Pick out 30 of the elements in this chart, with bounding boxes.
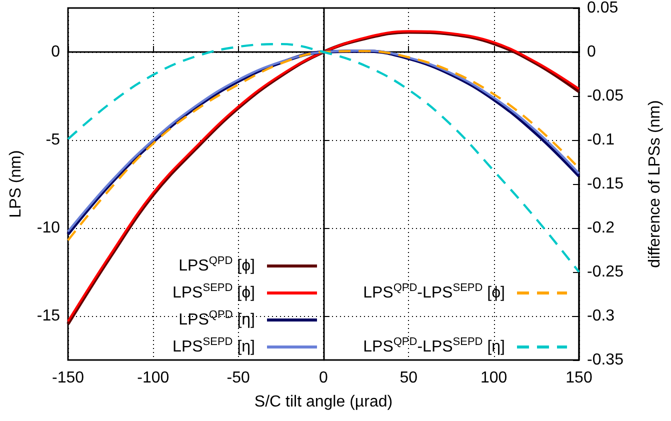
legend-label: LPS$^{QPD}$-LPS$^{SEPD}$ [ϕ] <box>363 282 505 303</box>
y-tick-label: -5 <box>46 132 60 148</box>
legend-label: LPS$^{QPD}$ [ϕ] <box>178 255 255 276</box>
x-tick-label: 150 <box>566 370 592 386</box>
y2-tick-label: -0.1 <box>587 132 615 148</box>
legend-label: LPS$^{QPD}$ [η] <box>178 309 255 330</box>
y2-tick-label: -0.25 <box>587 264 624 280</box>
y-axis-title: LPS (nm) <box>8 150 24 218</box>
y2-axis-title: difference of LPSs (nm) <box>646 100 664 268</box>
legend-label: LPS$^{SEPD}$ [ϕ] <box>172 282 255 303</box>
legend-label: LPS$^{SEPD}$ [η] <box>172 336 255 357</box>
y2-tick-label: -0.35 <box>587 352 624 368</box>
x-tick-label: -50 <box>226 370 250 386</box>
y2-tick-label: 0 <box>587 44 596 60</box>
x-axis-title: S/C tilt angle (µrad) <box>254 394 393 410</box>
y2-tick-label: -0.2 <box>587 220 615 236</box>
legend-label: LPS$^{QPD}$-LPS$^{SEPD}$ [η] <box>363 336 505 357</box>
y2-tick-label: -0.3 <box>587 308 615 324</box>
y-tick-label: -10 <box>36 220 60 236</box>
y-tick-label: -15 <box>36 308 60 324</box>
y2-tick-label: -0.15 <box>587 176 624 192</box>
line-series <box>66 42 580 274</box>
x-tick-label: 50 <box>400 370 418 386</box>
y2-tick-label: -0.05 <box>587 88 624 104</box>
y-tick-label: 0 <box>51 44 60 60</box>
x-tick-label: -100 <box>137 370 170 386</box>
y2-tick-label: 0.05 <box>587 0 618 16</box>
x-tick-label: 100 <box>480 370 508 386</box>
x-tick-label: 0 <box>319 370 328 386</box>
x-tick-label: -150 <box>52 370 84 386</box>
